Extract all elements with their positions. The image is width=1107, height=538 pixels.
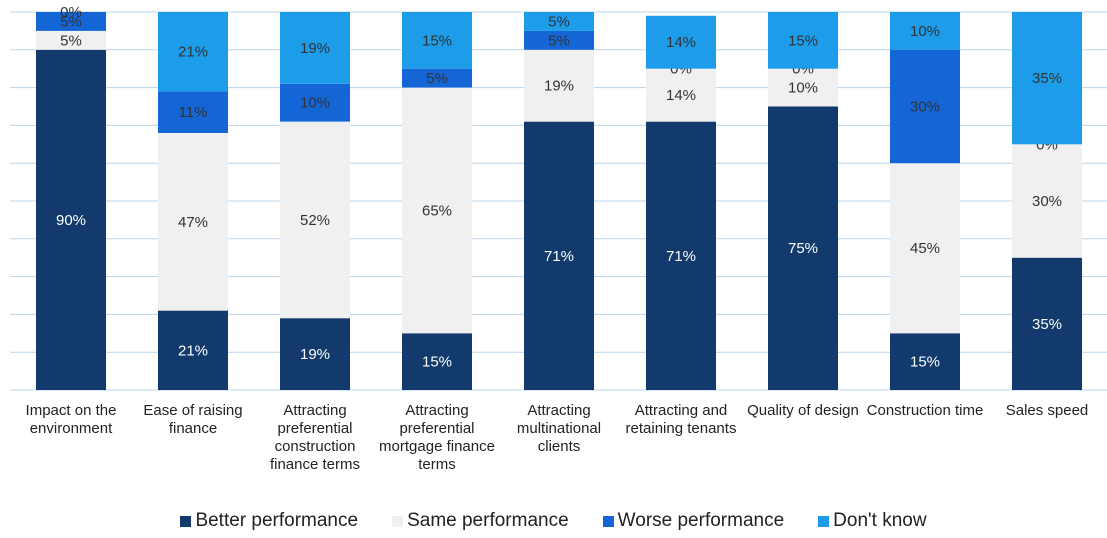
bar-segment	[768, 68, 838, 107]
data-label: 19%	[300, 40, 330, 57]
legend-swatch	[602, 515, 614, 527]
legend-item: Don't know	[818, 510, 927, 532]
data-label: 14%	[666, 34, 696, 51]
legend-swatch	[818, 515, 830, 527]
data-label: 0%	[60, 4, 82, 21]
x-tick-label: Impact on the environment	[25, 402, 117, 437]
bar-segment	[890, 49, 960, 164]
bar-segment	[1012, 144, 1082, 258]
data-label: 71%	[544, 248, 574, 265]
bar-segment	[280, 12, 350, 84]
data-label: 14%	[666, 87, 696, 104]
data-label: 15%	[422, 354, 452, 371]
bar-segment	[36, 12, 106, 31]
data-label: 5%	[426, 70, 448, 87]
bar-segment	[402, 333, 472, 390]
bar-segment	[524, 30, 594, 50]
bar-segment	[36, 49, 106, 391]
bar-segment	[158, 91, 228, 133]
bar-segment	[646, 121, 716, 391]
data-label: 5%	[548, 13, 570, 30]
legend-item: Worse performance	[602, 510, 785, 532]
bar-segment	[890, 333, 960, 390]
data-label: 47%	[178, 214, 208, 231]
data-label: 35%	[1032, 316, 1062, 333]
data-label: 10%	[300, 95, 330, 112]
data-label: 15%	[910, 354, 940, 371]
bar-segment	[524, 49, 594, 122]
bar-segment	[768, 12, 838, 69]
legend-label: Same performance	[407, 510, 569, 531]
bar-segment	[402, 12, 472, 69]
data-label: 21%	[178, 342, 208, 359]
data-label: 11%	[179, 104, 208, 121]
data-label: 10%	[910, 23, 940, 40]
data-label: 10%	[788, 80, 818, 97]
legend: Better performance Same performance Worse …	[0, 510, 1107, 532]
bar-segment	[890, 12, 960, 50]
data-label: 5%	[548, 32, 570, 49]
legend-label: Worse performance	[617, 510, 785, 531]
legend-label: Don't know	[833, 510, 927, 531]
bar-segment	[524, 12, 594, 31]
bar-segment	[646, 68, 716, 122]
data-label: 21%	[178, 44, 208, 61]
data-label: 19%	[300, 346, 330, 363]
bar-segment	[402, 68, 472, 88]
data-label: 15%	[788, 32, 818, 49]
x-tick-label: Quality of design	[747, 402, 859, 419]
data-label: 45%	[910, 240, 940, 257]
legend-item: Better performance	[180, 510, 358, 532]
x-tick-label: Sales speed	[1005, 402, 1089, 419]
bar-segment	[280, 121, 350, 319]
data-label: 30%	[1032, 193, 1062, 210]
data-label: 5%	[60, 13, 82, 30]
x-tick-label: Ease of raising finance	[143, 402, 243, 437]
bar-segment	[158, 12, 228, 92]
data-label: 52%	[300, 212, 330, 229]
bar-segment	[646, 15, 716, 69]
legend-swatch	[180, 515, 192, 527]
legend-item: Same performance	[392, 510, 569, 532]
data-label: 19%	[544, 78, 574, 95]
bar-segment	[158, 310, 228, 390]
x-tick-label: Attracting preferential construction fin…	[269, 402, 361, 473]
x-tick-label: Attracting multinational clients	[516, 402, 602, 455]
plot-area: 90%5%5%0%21%47%11%21%19%52%10%19%15%65%5…	[10, 4, 1107, 391]
bar-segment	[768, 106, 838, 390]
bar-segment	[36, 30, 106, 50]
bar-segment	[402, 87, 472, 334]
data-label: 90%	[56, 212, 86, 229]
data-label: 30%	[910, 98, 940, 115]
legend-label: Better performance	[195, 510, 359, 531]
x-tick-label: Attracting preferential mortgage finance…	[379, 402, 495, 473]
bar-segment	[1012, 12, 1082, 145]
data-label: 65%	[422, 202, 452, 219]
bar-segment	[280, 318, 350, 390]
data-label: 75%	[788, 240, 818, 257]
x-tick-label: Attracting and retaining tenants	[625, 402, 737, 437]
data-label: 35%	[1032, 70, 1062, 87]
legend-swatch	[392, 515, 404, 527]
data-label: 15%	[422, 32, 452, 49]
bar-segment	[1012, 257, 1082, 390]
bar-segment	[280, 83, 350, 122]
x-tick-label: Construction time	[866, 402, 984, 419]
bar-segment	[158, 132, 228, 311]
bar-segment	[524, 121, 594, 391]
data-label: 71%	[666, 248, 696, 265]
bar-segment	[890, 163, 960, 334]
data-label: 5%	[60, 32, 82, 49]
